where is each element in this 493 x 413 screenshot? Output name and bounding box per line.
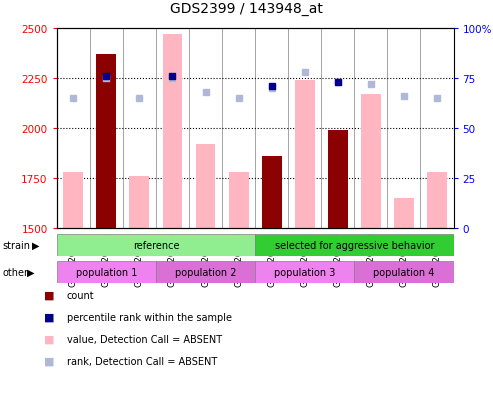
Text: population 3: population 3 [274, 267, 335, 277]
Text: percentile rank within the sample: percentile rank within the sample [67, 312, 232, 322]
Bar [196, 145, 215, 228]
Text: population 2: population 2 [175, 267, 236, 277]
Bar [354, 261, 454, 283]
Text: ■: ■ [44, 312, 55, 322]
Bar [328, 131, 348, 228]
Text: count: count [67, 290, 94, 300]
Bar [57, 235, 255, 256]
Bar [427, 173, 447, 228]
Bar [63, 173, 83, 228]
Text: ■: ■ [44, 290, 55, 300]
Text: value, Detection Call = ABSENT: value, Detection Call = ABSENT [67, 334, 222, 344]
Text: GDS2399 / 143948_at: GDS2399 / 143948_at [170, 2, 323, 16]
Bar [262, 157, 282, 228]
Text: ▶: ▶ [27, 267, 35, 277]
Text: other: other [2, 267, 29, 277]
Bar [156, 261, 255, 283]
Text: population 4: population 4 [373, 267, 435, 277]
Bar [97, 55, 116, 228]
Bar [394, 199, 414, 228]
Bar [295, 81, 315, 228]
Text: ■: ■ [44, 356, 55, 366]
Bar [255, 261, 354, 283]
Bar [328, 131, 348, 228]
Bar [57, 261, 156, 283]
Text: reference: reference [133, 240, 179, 250]
Bar [130, 177, 149, 228]
Text: population 1: population 1 [75, 267, 137, 277]
Bar [229, 173, 248, 228]
Text: rank, Detection Call = ABSENT: rank, Detection Call = ABSENT [67, 356, 217, 366]
Bar [163, 35, 182, 228]
Text: ▶: ▶ [32, 240, 39, 250]
Bar [262, 157, 282, 228]
Bar [255, 235, 454, 256]
Text: ■: ■ [44, 334, 55, 344]
Text: strain: strain [2, 240, 31, 250]
Bar [97, 55, 116, 228]
Bar [361, 95, 381, 228]
Text: selected for aggressive behavior: selected for aggressive behavior [275, 240, 434, 250]
